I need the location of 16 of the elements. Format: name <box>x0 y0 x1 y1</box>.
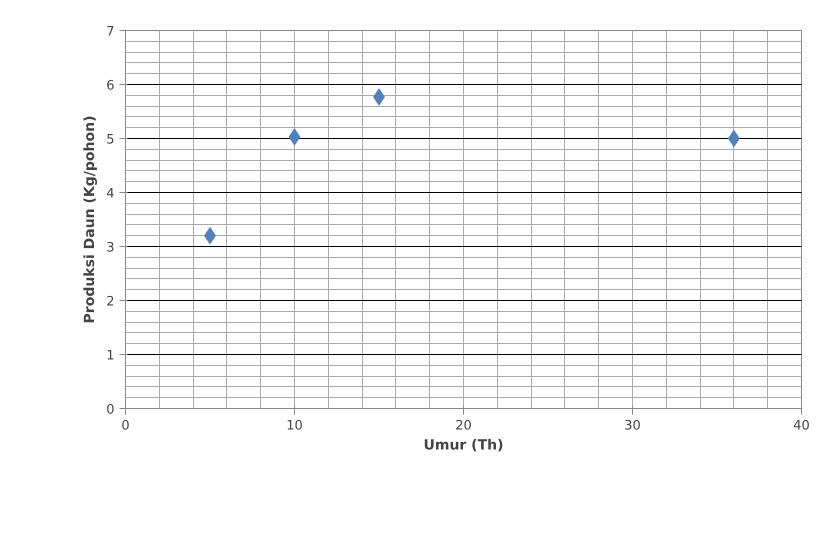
y-tick-label: 4 <box>106 186 115 202</box>
point <box>728 130 740 147</box>
x-tick-label: 20 <box>455 418 472 434</box>
y-axis-title: Produksi Daun (Kg/pohon) <box>82 116 98 324</box>
y-tick-label: 6 <box>106 78 115 94</box>
x-tick-label: 30 <box>624 418 641 434</box>
y-tick-label: 7 <box>106 24 115 40</box>
x-tick-label: 10 <box>286 418 303 434</box>
x-axis-title: Umur (Th) <box>423 438 504 454</box>
x-tick-label: 40 <box>793 418 810 434</box>
y-tick-label: 1 <box>106 348 115 364</box>
x-tick-label: 0 <box>121 418 130 434</box>
y-tick-label: 0 <box>106 402 115 418</box>
y-tick-label: 2 <box>106 294 115 310</box>
y-tick-label: 5 <box>106 132 115 148</box>
y-tick-label: 3 <box>106 240 115 256</box>
